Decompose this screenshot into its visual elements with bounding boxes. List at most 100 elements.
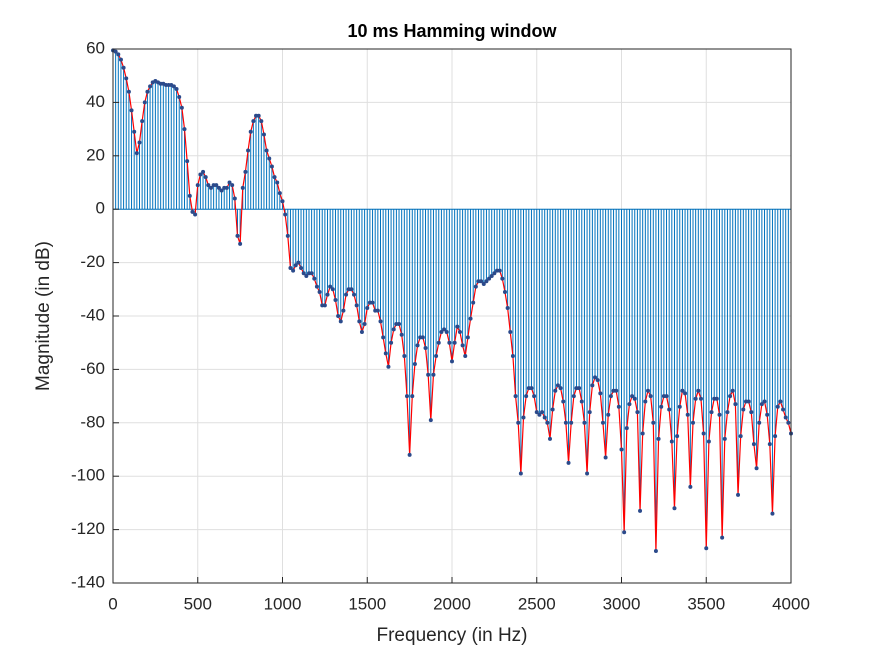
- y-tick-label: 60: [86, 38, 105, 57]
- x-tick-label: 3000: [603, 594, 641, 613]
- y-axis-label: Magnitude (in dB): [33, 241, 54, 391]
- stem-marker: [736, 492, 741, 497]
- stem-marker: [370, 300, 375, 305]
- stem-marker: [190, 209, 195, 214]
- stem-marker: [508, 330, 513, 335]
- stem-marker: [116, 52, 121, 57]
- stem-marker: [759, 402, 764, 407]
- stem-marker: [513, 394, 518, 399]
- stem-marker: [635, 410, 640, 415]
- stem-marker: [436, 340, 441, 345]
- stem-marker: [291, 268, 296, 273]
- stem-marker: [293, 263, 298, 268]
- stem-marker: [487, 276, 492, 281]
- stem-marker: [688, 484, 693, 489]
- stem-marker: [632, 396, 637, 401]
- stem-marker: [182, 127, 187, 132]
- stem-marker: [672, 506, 677, 511]
- stem-marker: [585, 471, 590, 476]
- stem-marker: [781, 407, 786, 412]
- stem-marker: [352, 292, 357, 297]
- stem-marker: [561, 399, 566, 404]
- stem-marker: [579, 399, 584, 404]
- stem-marker: [595, 378, 600, 383]
- stem-marker: [359, 330, 364, 335]
- stem-marker: [386, 364, 391, 369]
- stem-marker: [428, 418, 433, 423]
- stem-marker: [770, 511, 775, 516]
- stem-marker: [473, 284, 478, 289]
- stem-marker: [500, 276, 505, 281]
- stem-marker: [185, 159, 190, 164]
- stem-marker: [746, 399, 751, 404]
- stem-marker: [309, 271, 314, 276]
- stem-marker: [439, 330, 444, 335]
- stem-marker: [733, 402, 738, 407]
- stem-marker: [471, 300, 476, 305]
- stem-marker: [248, 129, 253, 134]
- stem-marker: [322, 303, 327, 308]
- stem-marker: [452, 340, 457, 345]
- stem-marker: [357, 319, 362, 324]
- stem-marker: [775, 404, 780, 409]
- y-tick-label: -20: [80, 252, 105, 271]
- stem-marker: [675, 434, 680, 439]
- y-tick-label: -40: [80, 305, 105, 324]
- stem-marker: [296, 260, 301, 265]
- stem-marker: [214, 183, 219, 188]
- stem-marker: [457, 330, 462, 335]
- stem-marker: [502, 289, 507, 294]
- stem-marker: [698, 396, 703, 401]
- stem-marker: [344, 292, 349, 297]
- stem-marker: [261, 132, 266, 137]
- stem-marker: [259, 119, 264, 124]
- stem-marker: [219, 188, 224, 193]
- stem-marker: [786, 420, 791, 425]
- stem-marker: [767, 442, 772, 447]
- stem-marker: [206, 183, 211, 188]
- stem-marker: [246, 148, 251, 153]
- stem-marker: [569, 420, 574, 425]
- stem-marker: [725, 410, 730, 415]
- stem-marker: [757, 420, 762, 425]
- stem-marker: [264, 148, 269, 153]
- stem-marker: [404, 394, 409, 399]
- stem-marker: [450, 359, 454, 364]
- stem-marker: [283, 212, 288, 217]
- stem-marker: [121, 65, 126, 70]
- stems: [112, 50, 792, 551]
- stem-marker: [783, 415, 788, 420]
- stem-marker: [608, 394, 613, 399]
- stem-marker: [362, 322, 367, 327]
- stem-marker: [193, 212, 198, 217]
- stem-marker: [463, 354, 468, 359]
- stem-marker: [550, 407, 555, 412]
- stem-marker: [203, 175, 208, 180]
- stem-marker: [399, 332, 404, 337]
- stem-marker: [741, 407, 746, 412]
- stem-marker: [431, 372, 436, 377]
- stem-marker: [468, 316, 473, 321]
- stem-marker: [720, 535, 725, 540]
- stem-marker: [402, 354, 407, 359]
- stem-marker: [208, 185, 213, 190]
- stem-marker: [651, 420, 656, 425]
- stem-marker: [696, 388, 701, 393]
- stem-marker: [524, 394, 529, 399]
- stem-marker: [455, 324, 460, 329]
- stem-marker: [333, 297, 338, 302]
- y-tick-label: 0: [96, 199, 105, 218]
- stem-marker: [389, 340, 394, 345]
- stem-marker: [638, 508, 643, 513]
- stem-marker: [299, 265, 304, 270]
- y-tick-label: -120: [71, 519, 105, 538]
- labels: 0 500 1000 1500 2000 2500 3000 3500 4000 -140 -120…: [71, 38, 810, 613]
- stem-marker: [301, 271, 306, 276]
- x-tick-label: 3500: [687, 594, 725, 613]
- stem-marker: [124, 76, 129, 81]
- stem-marker: [442, 327, 447, 332]
- stem-marker: [518, 471, 523, 476]
- stem-marker: [754, 466, 759, 471]
